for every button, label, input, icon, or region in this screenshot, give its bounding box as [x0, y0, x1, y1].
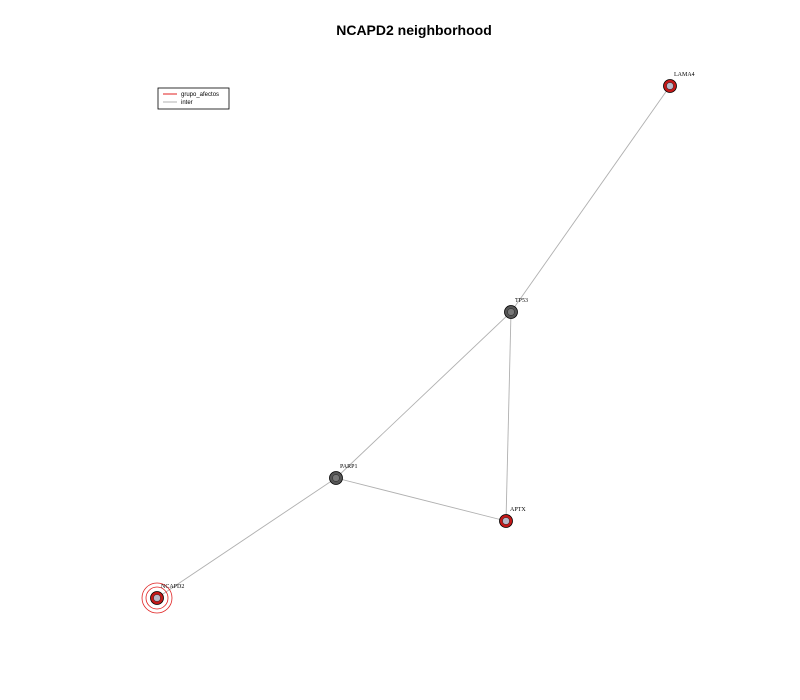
edge-parp1-ncapd2	[156, 477, 337, 599]
node-ncapd2[interactable]: NCAPD2	[141, 582, 184, 614]
node-label-ncapd2: NCAPD2	[161, 584, 184, 590]
edge-parp1-aptx	[335, 477, 507, 522]
graph-title: NCAPD2 neighborhood	[336, 22, 492, 38]
legend-label-inter: inter	[181, 100, 193, 106]
edges-layer	[156, 85, 671, 599]
edge-lama4-tp53	[510, 85, 671, 313]
node-inner-circle	[153, 594, 161, 602]
focus-ring-outer	[141, 582, 173, 614]
node-inner-circle	[507, 308, 515, 316]
node-parp1[interactable]: PARP1	[329, 464, 358, 485]
legend-box	[157, 87, 230, 110]
nodes-layer: LAMA4 TP53 PARP1 APTX NCAPD2	[141, 72, 695, 614]
node-lama4[interactable]: LAMA4	[663, 72, 695, 93]
focus-ring-inner	[145, 586, 169, 610]
legend: grupo_afectos inter	[157, 87, 230, 110]
node-aptx[interactable]: APTX	[499, 507, 527, 528]
node-tp53[interactable]: TP53	[504, 298, 529, 319]
edge-tp53-parp1	[335, 311, 512, 479]
edge-tp53-aptx	[505, 311, 512, 522]
node-label-parp1: PARP1	[340, 464, 357, 470]
node-inner-circle	[666, 82, 674, 90]
node-label-aptx: APTX	[510, 507, 526, 513]
node-label-lama4: LAMA4	[674, 72, 695, 78]
node-inner-circle	[332, 474, 340, 482]
node-inner-circle	[502, 517, 510, 525]
node-label-tp53: TP53	[515, 298, 528, 304]
legend-label-grupo-afectos: grupo_afectos	[181, 92, 219, 98]
